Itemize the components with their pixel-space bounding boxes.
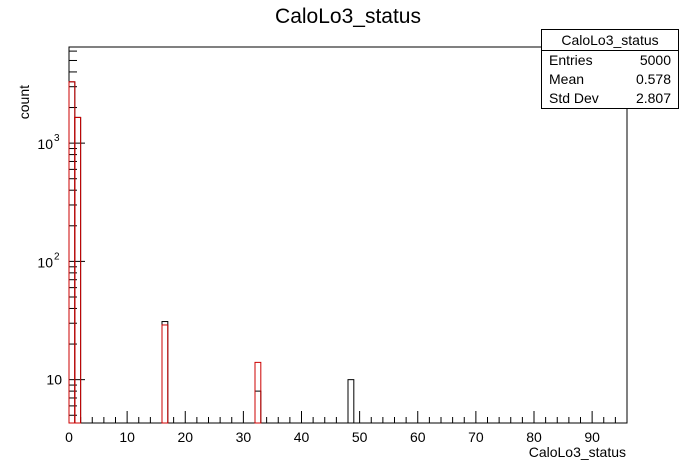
- stats-box: CaloLo3_status Entries 5000 Mean 0.578 S…: [541, 29, 679, 109]
- histogram-bar: [161, 324, 169, 424]
- y-axis-label: count: [16, 85, 32, 119]
- stats-label: Entries: [549, 52, 593, 68]
- x-tick-label: 70: [468, 429, 484, 445]
- histogram-bar: [74, 116, 82, 424]
- stats-row-std-dev: Std Dev 2.807: [542, 89, 678, 108]
- histogram-bar: [347, 379, 355, 424]
- stats-label: Mean: [549, 71, 585, 87]
- x-tick-label: 90: [584, 429, 600, 445]
- histogram-bar: [74, 116, 82, 424]
- x-tick-label: 10: [119, 429, 135, 445]
- x-tick-label: 50: [352, 429, 368, 445]
- chart-title: CaloLo3_status: [275, 5, 421, 28]
- histogram-bar: [254, 361, 262, 424]
- x-tick-label: 80: [526, 429, 542, 445]
- stats-value: 5000: [639, 52, 671, 68]
- stats-box-title: CaloLo3_status: [542, 30, 678, 51]
- y-tick-exponent: 2: [54, 251, 60, 262]
- histogram-bar: [254, 390, 262, 424]
- stats-value: 0.578: [635, 71, 671, 87]
- x-tick-label: 60: [410, 429, 426, 445]
- stats-row-mean: Mean 0.578: [542, 70, 678, 89]
- histogram-bar: [68, 81, 76, 424]
- x-axis-label: CaloLo3_status: [529, 444, 626, 460]
- stats-row-entries: Entries 5000: [542, 51, 678, 70]
- histogram-bar: [161, 321, 169, 424]
- y-tick-label: 10: [37, 136, 53, 152]
- y-tick-exponent: 3: [54, 133, 60, 144]
- stats-label: Std Dev: [549, 90, 599, 106]
- x-tick-label: 30: [236, 429, 252, 445]
- x-tick-label: 0: [65, 429, 73, 445]
- y-tick-label: 10: [46, 372, 62, 388]
- stats-value: 2.807: [635, 90, 671, 106]
- y-tick-label: 10: [37, 254, 53, 270]
- x-tick-label: 20: [177, 429, 193, 445]
- histogram-bar: [68, 81, 76, 424]
- x-tick-label: 40: [294, 429, 310, 445]
